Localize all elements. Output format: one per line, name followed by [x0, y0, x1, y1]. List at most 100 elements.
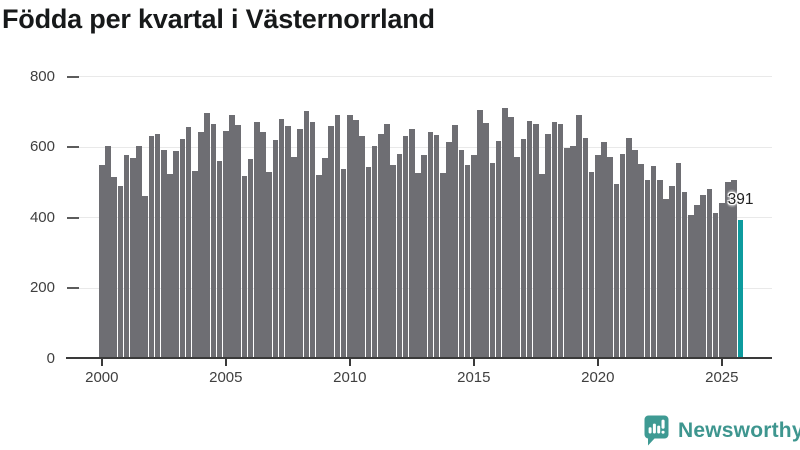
bar: [105, 145, 111, 358]
bar: [440, 173, 446, 358]
y-tick: [67, 146, 79, 148]
y-tick: [67, 216, 79, 219]
bar: [303, 110, 310, 358]
bar: [210, 123, 217, 358]
bar: [570, 145, 576, 358]
bar: [99, 165, 105, 358]
bar: [241, 176, 248, 358]
bar: [235, 125, 241, 358]
bar: [297, 128, 303, 358]
bar: [316, 175, 322, 358]
x-tick: [720, 358, 723, 366]
bar: [179, 138, 186, 358]
bar: [198, 132, 204, 358]
bar: [384, 123, 390, 358]
bar: [161, 150, 167, 358]
value-label: 391: [727, 191, 754, 209]
bar: [154, 133, 161, 358]
y-axis-label: 0: [46, 349, 55, 367]
bar: [427, 132, 434, 358]
bar: [520, 139, 527, 358]
bar: [433, 135, 440, 358]
bar: [322, 157, 328, 358]
bar: [644, 179, 651, 358]
bar: [706, 189, 713, 358]
bar: [421, 155, 427, 358]
x-axis-label: 2005: [209, 369, 243, 386]
bar: [390, 164, 396, 358]
bar: [601, 142, 607, 358]
bar: [446, 141, 452, 358]
bar: [607, 157, 613, 358]
bar: [731, 179, 737, 358]
bar: [626, 138, 632, 358]
bar: [477, 110, 483, 358]
bar: [229, 115, 235, 358]
x-axis-label: 2010: [333, 369, 367, 386]
bar: [123, 154, 130, 358]
bar: [657, 179, 663, 358]
bar: [223, 130, 229, 358]
x-axis-line: [66, 356, 772, 359]
bar: [576, 115, 582, 358]
bar: [619, 153, 626, 358]
bar: [378, 134, 384, 358]
chart-title: Födda per kvartal i Västernorrland: [2, 4, 435, 34]
bar: [712, 213, 719, 358]
bar: [192, 171, 198, 358]
bar: [340, 169, 347, 358]
bar: [688, 215, 694, 358]
x-tick: [596, 358, 599, 366]
y-axis-label: 200: [29, 279, 55, 296]
bar: [415, 173, 421, 358]
bar: [638, 164, 644, 358]
bar: [588, 171, 595, 358]
bar: [309, 121, 316, 358]
bar: [719, 202, 725, 358]
bar: [136, 146, 142, 358]
bar: [489, 162, 496, 358]
bar: [142, 195, 148, 358]
x-axis-label: 2020: [581, 369, 615, 386]
gridline: [68, 76, 772, 77]
bar: [564, 147, 570, 358]
bar: [204, 113, 210, 358]
bar: [526, 121, 533, 358]
bar: [365, 167, 372, 358]
x-axis-label: 2000: [85, 369, 119, 386]
bar: [663, 198, 669, 358]
bar: [260, 132, 266, 358]
bar: [495, 140, 502, 358]
x-tick: [100, 358, 103, 366]
bar: [681, 191, 688, 358]
y-axis-label: 400: [29, 208, 55, 226]
y-axis-label: 600: [29, 138, 55, 155]
bar: [359, 135, 365, 358]
bar: [334, 115, 341, 358]
y-tick: [67, 75, 79, 78]
bar: [508, 117, 514, 358]
bar: [173, 151, 179, 358]
bar: [514, 157, 520, 358]
bar: [458, 149, 465, 358]
bar: [409, 129, 415, 358]
bar: [371, 146, 378, 358]
bar: [254, 122, 260, 358]
bar: [669, 185, 675, 358]
bar: [402, 135, 409, 358]
bar: [452, 125, 458, 358]
gridline: [68, 146, 772, 148]
bar: [117, 185, 124, 358]
bar: [551, 121, 558, 358]
y-axis-label: 800: [29, 67, 55, 85]
bar: [539, 173, 545, 358]
highlight-bar: [737, 220, 744, 358]
bar: [216, 160, 223, 358]
bar: [675, 162, 682, 358]
x-tick: [348, 358, 351, 366]
bar: [545, 134, 551, 358]
bar: [613, 184, 620, 358]
x-tick: [224, 358, 227, 366]
x-tick: [472, 358, 475, 366]
